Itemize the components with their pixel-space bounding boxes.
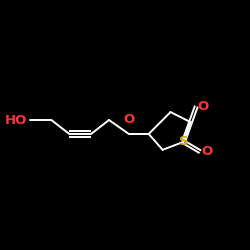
Text: HO: HO bbox=[5, 114, 28, 126]
Text: S: S bbox=[179, 136, 188, 148]
Text: O: O bbox=[123, 113, 134, 126]
Text: O: O bbox=[198, 100, 209, 113]
Text: O: O bbox=[202, 145, 213, 158]
